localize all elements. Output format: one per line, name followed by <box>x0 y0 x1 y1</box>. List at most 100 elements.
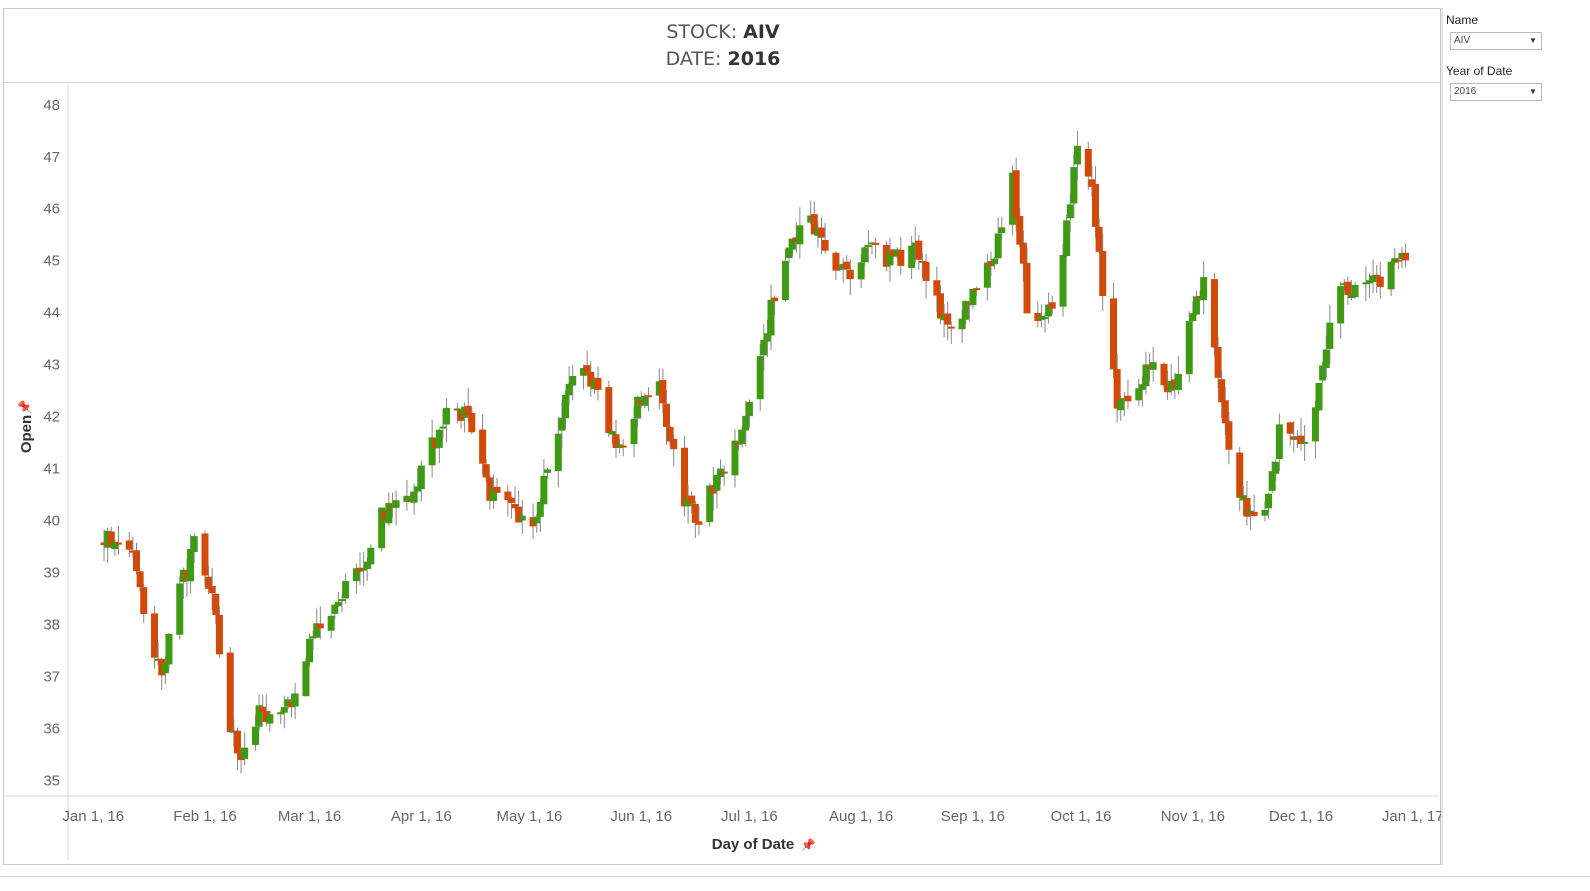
candle-up[interactable] <box>763 333 771 342</box>
candle-down[interactable] <box>846 269 854 280</box>
candle-up[interactable] <box>684 498 692 507</box>
candle-up[interactable] <box>1138 384 1146 390</box>
candle-down[interactable] <box>843 261 851 270</box>
candle-down[interactable] <box>612 434 620 448</box>
candle-down[interactable] <box>1236 452 1244 498</box>
candle-up[interactable] <box>756 356 764 400</box>
candle-down[interactable] <box>125 540 133 550</box>
candle-down[interactable] <box>890 249 898 257</box>
candle-up[interactable] <box>410 491 418 503</box>
candle-down[interactable] <box>140 587 148 615</box>
candle-up[interactable] <box>1340 283 1348 286</box>
candle-up[interactable] <box>590 380 598 390</box>
candle-up[interactable] <box>1174 373 1182 391</box>
candle-up[interactable] <box>439 426 447 429</box>
name-filter-dropdown[interactable]: AIV ▼ <box>1450 32 1542 50</box>
candle-up[interactable] <box>1117 399 1125 411</box>
candle-up[interactable] <box>1167 380 1175 391</box>
candle-down[interactable] <box>1171 379 1179 388</box>
candle-up[interactable] <box>187 549 195 582</box>
candle-up[interactable] <box>1319 365 1327 381</box>
candle-down[interactable] <box>237 753 245 761</box>
candle-up[interactable] <box>536 501 544 517</box>
candle-down[interactable] <box>151 613 159 658</box>
candle-down[interactable] <box>432 438 440 449</box>
candle-down[interactable] <box>918 260 926 263</box>
candle-up[interactable] <box>1200 277 1208 301</box>
candle-up[interactable] <box>241 747 249 759</box>
candle-down[interactable] <box>720 471 728 474</box>
candle-up[interactable] <box>1265 493 1273 509</box>
candle-up[interactable] <box>1239 495 1247 501</box>
candle-up[interactable] <box>266 714 274 724</box>
candle-up[interactable] <box>284 699 292 707</box>
candle-up[interactable] <box>767 299 775 336</box>
candle-up[interactable] <box>230 730 238 733</box>
candle-down[interactable] <box>183 570 191 579</box>
candle-up[interactable] <box>991 258 999 265</box>
candle-up[interactable] <box>1247 510 1255 514</box>
candle-up[interactable] <box>634 396 642 419</box>
candle-up[interactable] <box>1268 471 1276 491</box>
candle-up[interactable] <box>738 429 746 444</box>
candle-down[interactable] <box>619 445 627 448</box>
candle-down[interactable] <box>973 288 981 291</box>
candle-down[interactable] <box>1092 183 1099 227</box>
candle-down[interactable] <box>688 495 696 504</box>
candle-down[interactable] <box>944 313 952 325</box>
candle-down[interactable] <box>288 701 296 708</box>
candle-up[interactable] <box>1322 349 1330 369</box>
candle-up[interactable] <box>280 707 288 713</box>
candle-up[interactable] <box>745 401 753 417</box>
candle-down[interactable] <box>226 652 234 733</box>
candle-down[interactable] <box>1225 421 1233 450</box>
candle-down[interactable] <box>637 399 645 405</box>
candle-down[interactable] <box>1099 250 1107 297</box>
candle-up[interactable] <box>1351 284 1359 298</box>
candle-down[interactable] <box>262 710 270 723</box>
candle-up[interactable] <box>176 583 184 635</box>
candle-down[interactable] <box>936 293 944 319</box>
candle-down[interactable] <box>1196 295 1204 298</box>
candle-down[interactable] <box>872 242 880 245</box>
candle-up[interactable] <box>1070 167 1078 204</box>
candle-up[interactable] <box>1149 362 1157 370</box>
candle-up[interactable] <box>731 440 739 476</box>
candle-down[interactable] <box>1221 400 1229 424</box>
candle-down[interactable] <box>922 262 930 281</box>
candle-up[interactable] <box>461 406 469 418</box>
candle-up[interactable] <box>154 658 162 661</box>
candle-up[interactable] <box>1142 364 1150 387</box>
candle-down[interactable] <box>1048 302 1056 309</box>
candle-up[interactable] <box>1369 275 1377 282</box>
candle-up[interactable] <box>1391 258 1399 263</box>
candle-up[interactable] <box>868 242 876 245</box>
candle-down[interactable] <box>810 214 818 235</box>
candle-down[interactable] <box>915 240 923 260</box>
candle-down[interactable] <box>316 623 324 629</box>
candle-up[interactable] <box>969 288 977 306</box>
candle-down[interactable] <box>818 227 825 238</box>
candle-down[interactable] <box>100 542 108 546</box>
candle-up[interactable] <box>562 394 570 419</box>
candle-up[interactable] <box>435 429 443 448</box>
candle-up[interactable] <box>580 367 588 376</box>
candle-up[interactable] <box>706 485 714 523</box>
candle-up[interactable] <box>864 245 872 248</box>
candle-up[interactable] <box>417 465 425 490</box>
candle-down[interactable] <box>1146 365 1154 369</box>
candle-down[interactable] <box>897 249 905 266</box>
candle-down[interactable] <box>1402 252 1410 261</box>
candle-down[interactable] <box>129 550 137 553</box>
candle-up[interactable] <box>313 623 321 638</box>
chevron-down-icon[interactable]: ▼ <box>1529 36 1537 45</box>
candle-up[interactable] <box>554 433 562 472</box>
candle-up[interactable] <box>760 339 768 356</box>
candle-up[interactable] <box>1387 261 1395 290</box>
candle-up[interactable] <box>1301 441 1309 444</box>
candle-down[interactable] <box>457 409 465 421</box>
candle-down[interactable] <box>1376 276 1384 288</box>
chevron-down-icon[interactable]: ▼ <box>1529 87 1537 96</box>
candle-up[interactable] <box>334 601 342 607</box>
candle-up[interactable] <box>1073 145 1081 165</box>
